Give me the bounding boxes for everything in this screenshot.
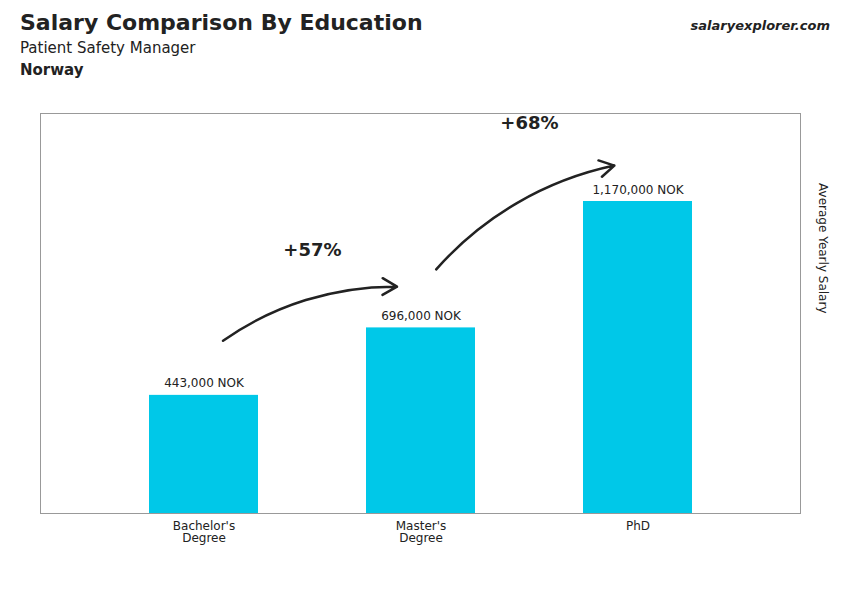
svg-text:1,170,000 NOK: 1,170,000 NOK (592, 183, 684, 197)
html-text:Patient Safety Manager: Patient Safety Manager (20, 39, 196, 57)
html-text:salaryexplorer.com: salaryexplorer.com (690, 18, 830, 33)
svg-text:PhD: PhD (626, 519, 650, 533)
svg-text:443,000 NOK: 443,000 NOK (164, 376, 245, 390)
svg-text:Master'sDegree: Master'sDegree (396, 519, 447, 545)
svg-text:Bachelor'sDegree: Bachelor'sDegree (173, 519, 235, 545)
svg-text:696,000 NOK: 696,000 NOK (381, 309, 462, 323)
html-text:Norway: Norway (20, 61, 84, 79)
svg-text:Average Yearly Salary: Average Yearly Salary (816, 183, 830, 313)
html-text:Salary Comparison By Education: Salary Comparison By Education (20, 10, 423, 35)
svg-text:+68%: +68% (500, 112, 558, 133)
svg-text:+57%: +57% (283, 239, 341, 260)
